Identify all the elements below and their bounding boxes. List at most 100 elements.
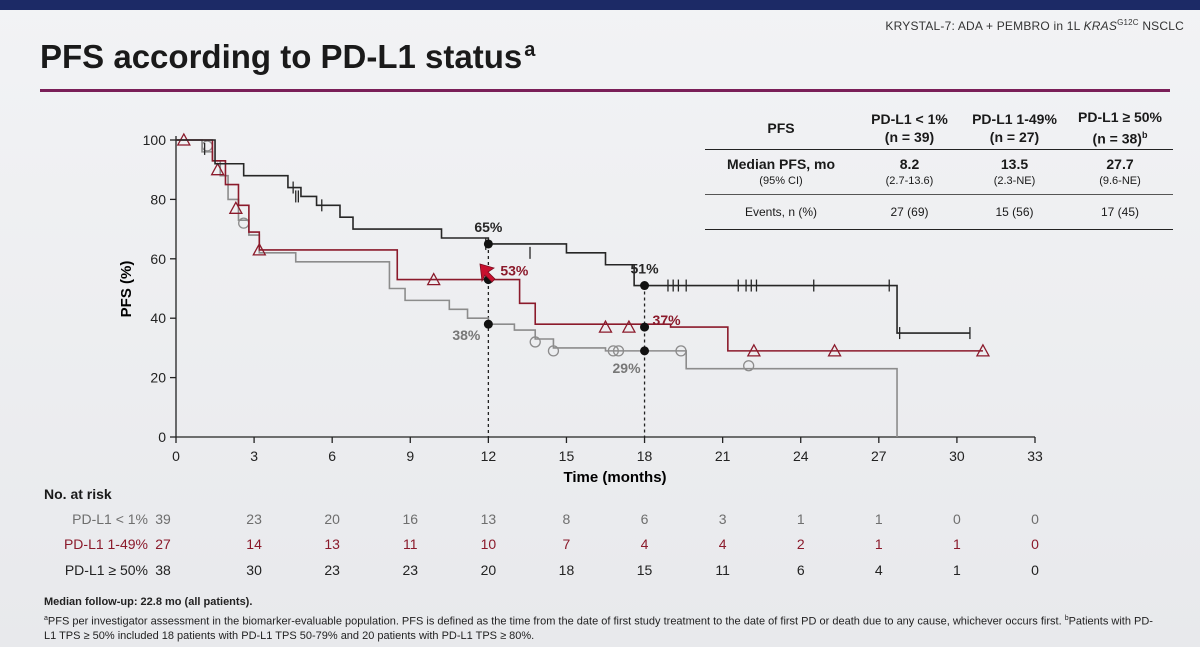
- study-tag: KRYSTAL-7: ADA + PEMBRO in 1L KRASG12C N…: [885, 18, 1184, 33]
- censor-mark: [743, 360, 755, 372]
- table-events-row: Events, n (%) 27 (69) 15 (56) 17 (45): [705, 194, 1173, 230]
- landmark-point: [483, 239, 493, 249]
- risk-row: PD-L1 ≥ 50% 38 30 23 23 20 18 15 11 6 4 1 0: [0, 562, 1200, 582]
- events-value: 15 (56): [995, 205, 1034, 219]
- risk-cell: 2: [796, 536, 805, 552]
- follow-up-note: Median follow-up: 22.8 mo (all patients)…: [44, 596, 253, 608]
- y-axis-label: PFS (%): [118, 261, 135, 318]
- study-tag-gene: KRAS: [1083, 19, 1118, 33]
- group-n: (n = 39): [884, 129, 935, 145]
- risk-cell: 13: [324, 536, 340, 552]
- risk-cell: 23: [324, 562, 340, 578]
- risk-cell: 20: [480, 562, 497, 578]
- events-value: 27 (69): [890, 205, 929, 219]
- y-tick-label: 60: [150, 251, 166, 267]
- risk-row-label: PD-L1 1-49%: [63, 536, 148, 552]
- x-tick-label: 30: [949, 448, 965, 464]
- risk-cell: 0: [953, 511, 961, 527]
- risk-cell: 1: [796, 511, 805, 527]
- x-tick-label: 6: [328, 448, 336, 464]
- table-corner-label: PFS: [767, 120, 795, 136]
- censor-mark: [612, 345, 625, 357]
- table-group-header: PD-L1 1-49% (n = 27): [962, 110, 1067, 146]
- risk-row-label: PD-L1 < 1%: [72, 511, 148, 527]
- risk-cell: 6: [640, 511, 649, 527]
- risk-cell: 11: [715, 562, 730, 578]
- km-curve-pdl1-lt1: [176, 139, 898, 437]
- study-tag-prefix: KRYSTAL-7: ADA + PEMBRO in 1L: [885, 19, 1084, 33]
- y-tick-label: 40: [150, 310, 166, 326]
- risk-cell: 18: [558, 562, 575, 578]
- x-tick-label: 3: [250, 448, 258, 464]
- slide-title-footnote-mark: a: [524, 39, 536, 61]
- y-tick-label: 80: [150, 191, 166, 207]
- x-axis-label: Time (months): [563, 469, 666, 486]
- slide-title-text: PFS according to PD-L1 status: [40, 38, 523, 75]
- risk-row-label: PD-L1 ≥ 50%: [64, 562, 148, 578]
- censor-mark: [228, 200, 243, 214]
- x-tick-label: 33: [1027, 448, 1043, 464]
- censor-mark: [607, 345, 619, 357]
- risk-cell: 1: [953, 536, 961, 552]
- risk-cell: 16: [402, 511, 419, 527]
- landmark-label: 37%: [653, 312, 682, 328]
- landmark-point: [640, 322, 650, 332]
- risk-cell: 27: [155, 536, 171, 552]
- landmark-point: [640, 346, 650, 356]
- censor-mark: [201, 140, 213, 152]
- risk-cell: 23: [402, 562, 419, 578]
- risk-row: PD-L1 < 1% 39 23 20 16 13 8 6 3 1 1 0 0: [0, 511, 1200, 531]
- study-tag-mutation: G12C: [1117, 18, 1139, 27]
- landmark-label: 51%: [631, 261, 660, 277]
- footnote: aPFS per investigator assessment in the …: [44, 612, 1164, 643]
- landmark-points: 65% 53% 38% 51% 37% 29%: [452, 219, 681, 376]
- risk-cell: 39: [155, 511, 171, 527]
- landmark-label: 38%: [452, 327, 481, 343]
- risk-cell: 13: [480, 511, 497, 527]
- landmark-label: 29%: [613, 360, 642, 376]
- footnote-a-mark: a: [44, 615, 48, 622]
- censor-mark: [547, 345, 560, 357]
- group-name: PD-L1 1-49%: [972, 111, 1057, 127]
- risk-cell: 4: [640, 536, 649, 552]
- x-tick-label: 9: [406, 448, 414, 464]
- group-name: PD-L1 < 1%: [871, 111, 948, 127]
- y-tick-label: 0: [158, 429, 166, 445]
- risk-cell: 6: [796, 562, 805, 578]
- events-value: 17 (45): [1100, 205, 1140, 219]
- x-tick-label: 15: [559, 448, 575, 464]
- km-curves: [176, 132, 991, 437]
- risk-cell: 4: [718, 536, 727, 552]
- risk-cell: 0: [1031, 562, 1039, 578]
- footnote-b: Patients with PD-L1 TPS ≥ 50% included 1…: [44, 615, 1153, 642]
- risk-cell: 4: [874, 562, 883, 578]
- risk-cell: 0: [1031, 536, 1039, 552]
- km-curve-pdl1-1-49: [176, 139, 983, 352]
- ci-value: (9.6-NE): [1099, 175, 1141, 187]
- table-header-row: PFS PD-L1 < 1% (n = 39) PD-L1 1-49% (n = 2…: [705, 107, 1173, 149]
- title-underline: [40, 89, 1170, 92]
- censor-mark: [675, 345, 687, 357]
- x-tick-label: 27: [871, 448, 887, 464]
- slide-title: PFS according to PD-L1 status a: [40, 38, 535, 76]
- landmark-point: [483, 319, 493, 329]
- landmark-point: [640, 281, 650, 291]
- median-value: 13.5: [1000, 156, 1029, 172]
- ci-label: (95% CI): [759, 175, 803, 187]
- y-tick-label: 100: [143, 132, 167, 148]
- footnote-a: PFS per investigator assessment in the b…: [47, 615, 1065, 628]
- censor-mark: [621, 319, 637, 333]
- table-group-header: PD-L1 < 1% (n = 39): [857, 110, 962, 146]
- median-label: Median PFS, mo: [726, 156, 836, 172]
- top-bar: [0, 0, 1200, 10]
- risk-cell: 15: [636, 562, 653, 578]
- group-n: (n = 38): [1092, 130, 1142, 147]
- table-group-header: PD-L1 ≥ 50% (n = 38)b: [1067, 108, 1173, 148]
- censor-mark: [426, 272, 441, 286]
- y-tick-label: 20: [150, 370, 166, 386]
- median-cell: 8.2 (2.7-13.6): [857, 155, 962, 189]
- ci-value: (2.7-13.6): [885, 175, 934, 187]
- risk-cell: 8: [562, 511, 571, 527]
- x-tick-label: 12: [481, 448, 497, 464]
- footnote-b-mark: b: [1064, 615, 1069, 622]
